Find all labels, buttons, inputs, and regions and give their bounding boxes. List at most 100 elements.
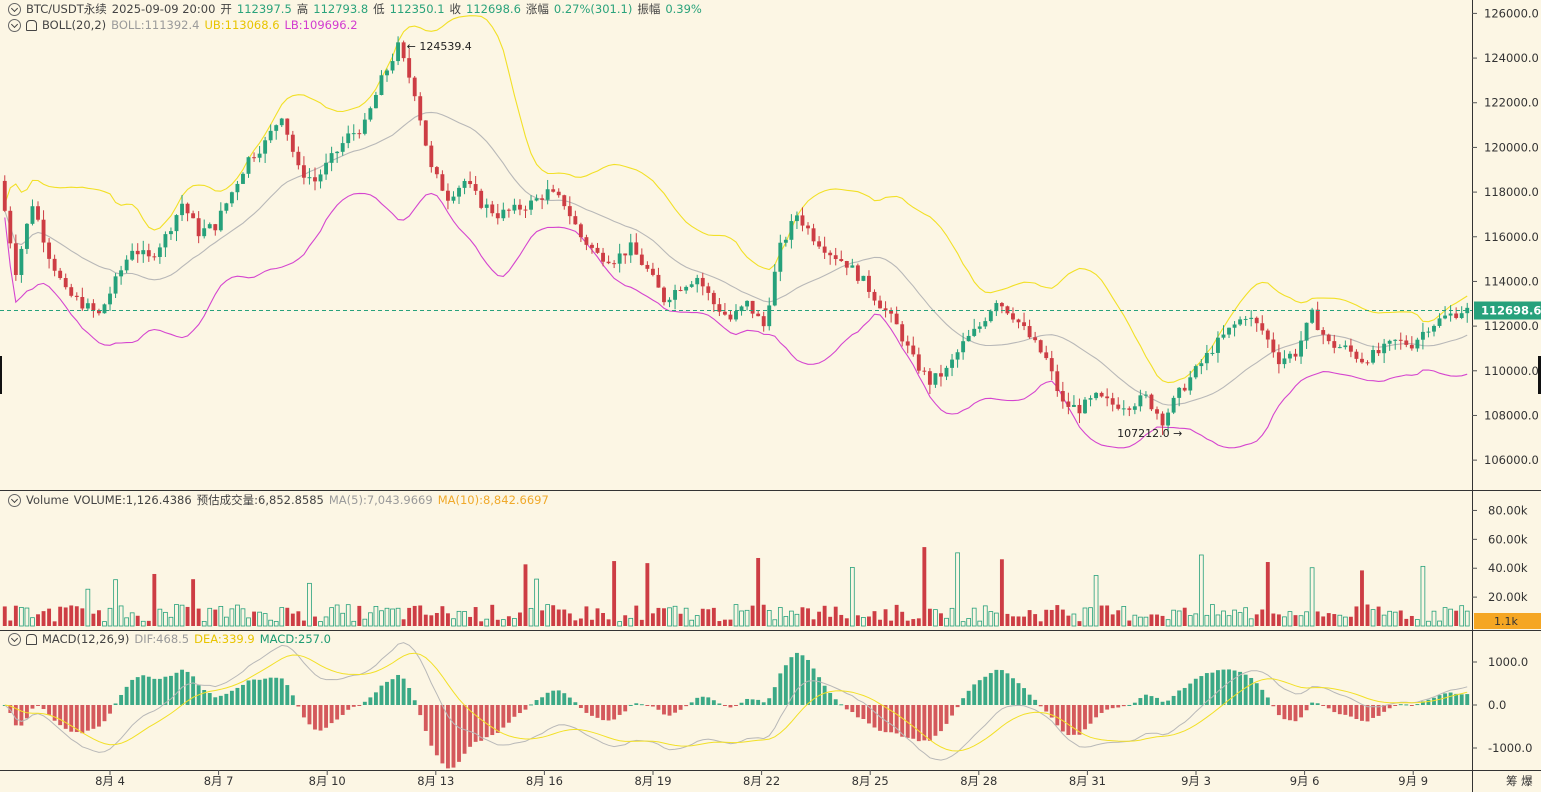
y-tick-label: 116000.0 [1484,230,1539,244]
macd-bar [340,705,345,715]
volume-bar [63,607,68,626]
y-tick-label: 108000.0 [1484,408,1539,422]
candle-body [1143,394,1148,396]
candle-body [1149,394,1154,410]
candle-body [645,264,650,269]
candle-body [761,316,766,327]
macd-bar [1299,705,1303,718]
macd-bar [855,705,860,718]
volume-bar [268,619,274,627]
candle-body [235,183,240,193]
macd-bar [595,705,600,718]
volume-bar [1459,605,1465,627]
candle-body [501,209,506,219]
candle-body [58,270,63,279]
macd-bar [1382,705,1387,712]
candle-body [263,140,268,154]
candle-body [1288,353,1292,359]
candle-body [1022,322,1026,327]
macd-bar [1160,701,1165,705]
candle-body [1254,317,1259,324]
volume-bar [1326,613,1331,626]
macd-bar [252,679,256,705]
macd-bar [1276,705,1281,716]
collapse-icon[interactable] [8,493,21,507]
collapse-icon[interactable] [8,2,21,16]
volume-bar [806,608,810,626]
macd-bar [429,705,434,746]
volume-bar [8,620,13,626]
macd-bar [146,676,151,705]
volume-bar [1160,615,1165,626]
macd-bar [1371,705,1375,718]
candle-body [789,221,794,240]
candle-body [490,204,495,214]
candle-body [1011,313,1015,320]
candle-body [861,275,866,281]
macd-bar [1304,705,1309,711]
collapse-icon[interactable] [8,632,21,646]
candle-body [307,177,312,179]
macd-bar [484,705,489,738]
volume-bar [694,615,700,627]
volume-bar [567,613,572,626]
candle-body [1382,343,1387,354]
candle-body [1094,392,1099,399]
macd-bar [185,671,190,705]
volume-bar [1365,604,1370,626]
volume-bar [1011,616,1015,626]
macd-bar [19,705,24,726]
volume-bar [982,605,988,627]
volume-bar [1321,616,1326,626]
macd-bar [662,705,666,715]
bell-icon[interactable] [26,19,37,31]
macd-bar [756,699,761,705]
volume-bar [1392,611,1398,627]
macd-bar [1210,672,1215,705]
macd-bar [1077,705,1082,735]
collapse-icon[interactable] [8,18,21,32]
macd-bar [218,695,223,705]
volume-bar [146,620,151,626]
y-tick-label: 112000.0 [1484,319,1539,333]
bell-icon[interactable] [26,633,37,645]
macd-bar [207,693,212,705]
candle-body [1077,404,1082,414]
candle-body [1055,371,1060,392]
volume-bar [495,619,500,626]
macd-bar [1398,704,1403,706]
volume-bar [872,611,877,626]
boll-mid: BOLL:111392.4 [111,18,200,32]
candle-body [711,292,716,305]
macd-bar [988,673,993,705]
volume-bar [683,607,689,627]
macd-bar [1404,704,1409,706]
volume-bar [1315,611,1320,626]
candle-body [379,75,384,95]
volume-bar [1442,607,1448,627]
macd-bar [495,705,500,733]
candle-body [1387,340,1392,344]
volume-bar [384,607,390,627]
candle-body [529,200,533,210]
candle-body [241,173,245,184]
candle-body [218,210,223,231]
x-tick-label: 8月 4 [95,774,125,788]
macd-bar [1354,705,1359,720]
volume-bar [451,618,456,627]
volume-bar [1237,612,1243,627]
macd-bar [41,705,46,710]
candle-body [1448,313,1453,316]
volume-bar [323,616,329,627]
candle-body [1404,340,1409,345]
candle-body [1282,358,1287,365]
candle-body [1432,325,1436,332]
candle-body [102,304,107,314]
volume-bar [401,619,406,626]
volume-bar [473,607,478,626]
volume-bar [235,604,240,627]
macd-bar [1094,705,1099,718]
macd-bar [229,690,234,705]
macd-bar [811,668,816,705]
